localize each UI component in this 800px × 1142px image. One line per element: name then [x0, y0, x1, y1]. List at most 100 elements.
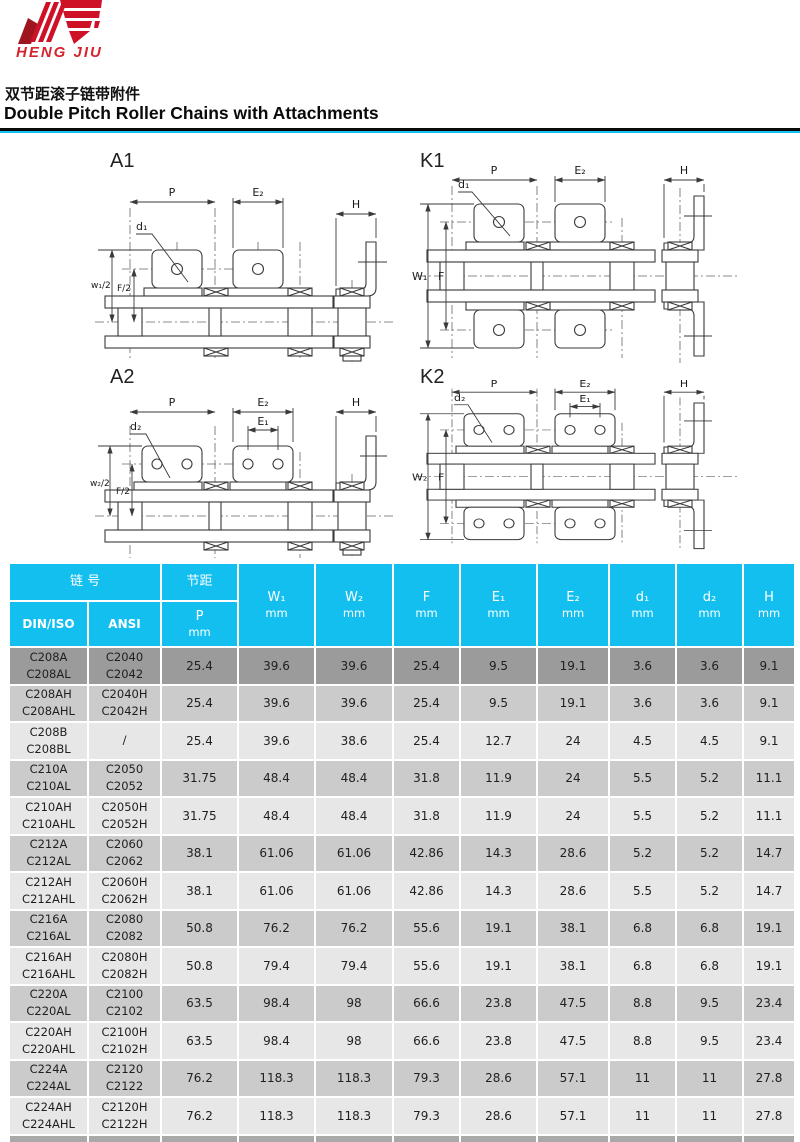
- ansi-cell: C2040 C2042: [86, 646, 163, 686]
- value-cell: 42.86: [392, 871, 462, 911]
- din-iso-cell: C210AH C210AHL: [8, 796, 89, 836]
- value-cell: 76.2: [237, 908, 317, 948]
- page-title-english: Double Pitch Roller Chains with Attachme…: [4, 103, 379, 123]
- din-iso-cell: C212A C212AL: [8, 833, 89, 873]
- value-cell: 11.9: [459, 758, 539, 798]
- value-cell: 61.06: [314, 871, 395, 911]
- svg-text:P: P: [169, 186, 176, 199]
- din-iso-cell: C220A C220AL: [8, 983, 89, 1023]
- value-cell: 19.1: [536, 646, 611, 686]
- value-cell: 98.4: [237, 983, 317, 1023]
- value-cell: 11.1: [742, 758, 797, 798]
- dimension-lines: [98, 408, 377, 517]
- value-cell: 5.2: [675, 833, 745, 873]
- svg-text:E₂: E₂: [257, 396, 268, 409]
- header-col-f: F mm: [392, 562, 462, 648]
- table-row[interactable]: C208A C208AL C2040 C2042 25.4 39.6 39.6 25.4 9.5…: [8, 646, 797, 686]
- value-cell: 48.4: [314, 758, 395, 798]
- diagram-title-k1: K1: [420, 150, 445, 172]
- svg-text:P: P: [169, 396, 176, 409]
- value-cell: 24: [536, 796, 611, 836]
- value-cell: 8.8: [608, 983, 678, 1023]
- svg-text:E₂: E₂: [252, 186, 263, 199]
- svg-text:d₂: d₂: [130, 420, 141, 433]
- value-cell: 3.6: [675, 683, 745, 723]
- chain-side-view: [104, 445, 334, 551]
- table-row[interactable]: C224AH C224AHL C2120H C2122H 76.2 118.3 118.3 7…: [8, 1096, 797, 1136]
- din-iso-cell: C208AH C208AHL: [8, 683, 89, 723]
- table-row[interactable]: C208B C208BL/25.4 39.6 38.6 25.4 12.7 24 4.5 4.5…: [8, 721, 797, 761]
- value-cell: 76.2: [160, 1096, 240, 1136]
- value-cell: 28.6: [459, 1058, 539, 1098]
- table-row[interactable]: C208AH C208AHL C2040H C2042H 25.4 39.6 39.6 25.…: [8, 683, 797, 723]
- din-iso-cell: C210A C210AL: [8, 758, 89, 798]
- svg-text:H: H: [680, 378, 688, 389]
- header-din-iso: DIN/ISO: [8, 600, 89, 648]
- din-iso-cell: C208A C208AL: [8, 646, 89, 686]
- svg-text:P: P: [491, 378, 498, 389]
- diagram-k2: P E₂ E₁ H d₂ W₂ F: [412, 378, 737, 550]
- table-row-partial: [8, 1133, 797, 1142]
- value-cell: 6.8: [675, 946, 745, 986]
- value-cell: 118.3: [314, 1058, 395, 1098]
- table-row[interactable]: C210A C210AL C2050 C2052 31.75 48.4 48.4 31.8 11…: [8, 758, 797, 798]
- brand-name: HENG JIU: [16, 44, 103, 61]
- value-cell: 39.6: [237, 721, 317, 761]
- table-row[interactable]: C220AH C220AHL C2100H C2102H 63.5 98.4 98 66.6 2…: [8, 1021, 797, 1061]
- value-cell: 28.6: [459, 1096, 539, 1136]
- header-col-e2: E₂ mm: [536, 562, 611, 648]
- diagram-a2: P E₂ E₁ H d₂ w₂/2 F/2: [90, 396, 395, 558]
- value-cell: 28.6: [536, 871, 611, 911]
- value-cell: 55.6: [392, 908, 462, 948]
- value-cell: 14.7: [742, 833, 797, 873]
- end-view: [661, 402, 712, 550]
- header-col-w1: W₁ mm: [237, 562, 317, 648]
- value-cell: 23.4: [742, 983, 797, 1023]
- value-cell: 61.06: [237, 871, 317, 911]
- table-row[interactable]: C212A C212AL C2060 C2062 38.1 61.06 61.06 42.86…: [8, 833, 797, 873]
- header-col-w2: W₂ mm: [314, 562, 395, 648]
- table-row[interactable]: C212AH C212AHL C2060H C2062H 38.1 61.06 61.06 4…: [8, 871, 797, 911]
- svg-text:w₁/2: w₁/2: [91, 281, 111, 291]
- ansi-cell: C2100 C2102: [86, 983, 163, 1023]
- value-cell: 50.8: [160, 946, 240, 986]
- header-ansi: ANSI: [86, 600, 163, 648]
- cut-cell: [160, 1133, 240, 1142]
- table-row[interactable]: C220A C220AL C2100 C2102 63.5 98.4 98 66.6 23.8 4…: [8, 983, 797, 1023]
- svg-text:F: F: [438, 270, 444, 283]
- ansi-cell: C2080H C2082H: [86, 946, 163, 986]
- end-view: [333, 435, 387, 556]
- value-cell: 9.5: [675, 1021, 745, 1061]
- svg-text:W₂: W₂: [412, 472, 427, 483]
- value-cell: 19.1: [459, 946, 539, 986]
- value-cell: 24: [536, 721, 611, 761]
- dimension-labels: P E₂ E₁ H d₂ w₂/2 F/2: [90, 396, 360, 497]
- value-cell: 11.9: [459, 796, 539, 836]
- value-cell: 39.6: [314, 683, 395, 723]
- spec-table-wrap: 链 号 节距 W₁ mm W₂ mm F mm: [7, 562, 797, 1142]
- value-cell: 11: [675, 1096, 745, 1136]
- title-rule-cyan: [0, 131, 800, 133]
- table-row[interactable]: C224A C224AL C2120 C2122 76.2 118.3 118.3 79.3 2…: [8, 1058, 797, 1098]
- ansi-cell: C2100H C2102H: [86, 1021, 163, 1061]
- header-pitch: 节距: [160, 562, 240, 602]
- value-cell: 98.4: [237, 1021, 317, 1061]
- value-cell: 63.5: [160, 1021, 240, 1061]
- table-row[interactable]: C216A C216AL C2080 C2082 50.8 76.2 76.2 55.6 19.…: [8, 908, 797, 948]
- value-cell: 38.1: [160, 871, 240, 911]
- diagram-title-a2: A2: [110, 366, 135, 388]
- value-cell: 11.1: [742, 796, 797, 836]
- value-cell: 14.7: [742, 871, 797, 911]
- chain-side-view: [104, 249, 334, 357]
- value-cell: 25.4: [160, 721, 240, 761]
- dimension-labels: P E₂ E₁ H d₂ W₂ F: [412, 378, 688, 483]
- value-cell: 27.8: [742, 1096, 797, 1136]
- table-row[interactable]: C216AH C216AHL C2080H C2082H 50.8 79.4 79.4 55.…: [8, 946, 797, 986]
- table-row[interactable]: C210AH C210AHL C2050H C2052H 31.75 48.4 48.4 31…: [8, 796, 797, 836]
- value-cell: 25.4: [160, 646, 240, 686]
- value-cell: 25.4: [392, 721, 462, 761]
- value-cell: 11: [608, 1096, 678, 1136]
- value-cell: 9.1: [742, 721, 797, 761]
- value-cell: 38.6: [314, 721, 395, 761]
- value-cell: 9.1: [742, 683, 797, 723]
